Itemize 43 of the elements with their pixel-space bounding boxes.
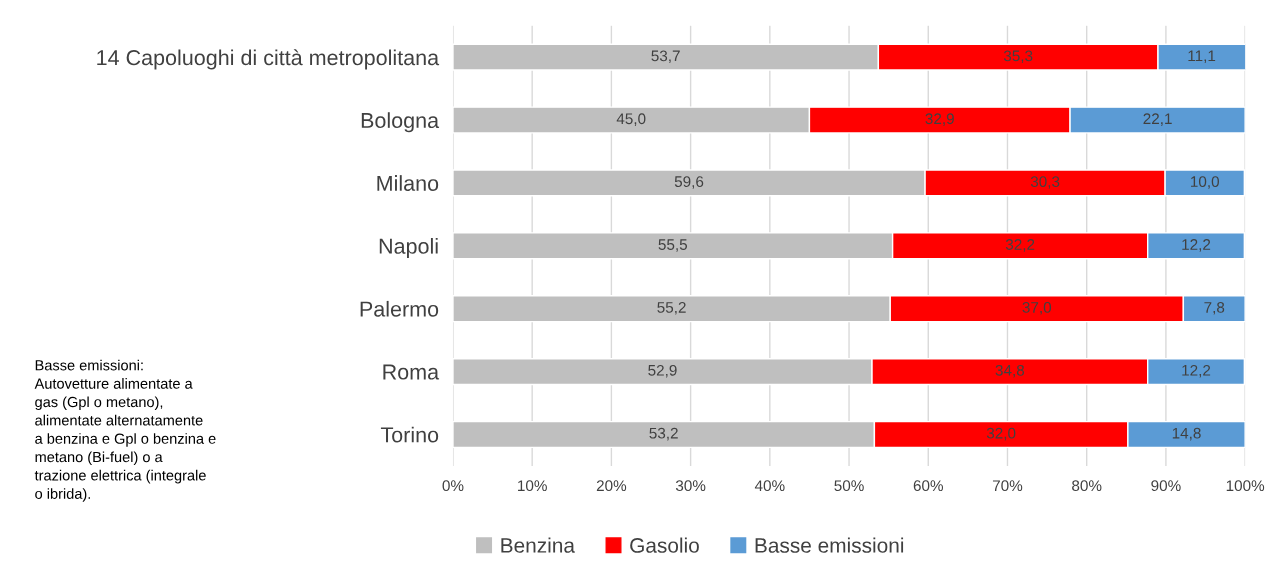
data-label: 22,1 (1143, 113, 1172, 126)
legend-label: Benzina (501, 537, 575, 553)
data-label: 30,3 (1030, 176, 1060, 189)
legend-label: Gasolio (630, 537, 699, 553)
y-tick-label: Milano (377, 175, 439, 191)
data-label: 12,2 (1182, 364, 1211, 378)
data-label: 37,0 (1022, 301, 1052, 315)
data-label: 32,2 (1005, 239, 1035, 252)
x-tick-label: 100% (1226, 480, 1265, 492)
y-tick-label: Bologna (361, 112, 440, 133)
data-label: 59,6 (674, 176, 704, 189)
x-tick-label: 80% (1072, 480, 1102, 492)
data-label: 32,0 (986, 427, 1016, 441)
x-tick-label: 0% (442, 480, 464, 492)
x-tick-label: 70% (992, 480, 1023, 492)
x-tick-label: 10% (518, 480, 547, 492)
y-tick-label: 14 Capoluoghi di città metropolitana (97, 49, 440, 70)
data-label: 52,9 (648, 364, 677, 378)
data-label: 10,0 (1191, 176, 1219, 189)
data-label: 45,0 (616, 113, 646, 126)
y-tick-label: Palermo (360, 300, 439, 317)
data-label: 53,7 (651, 50, 680, 64)
x-tick-label: 90% (1151, 480, 1181, 492)
y-tick-label: Roma (383, 364, 440, 380)
data-label: 34,8 (995, 364, 1025, 378)
x-tick-label: 20% (596, 480, 627, 492)
data-label: 55,2 (657, 301, 686, 315)
data-label: 14,8 (1172, 427, 1201, 441)
data-label: 53,2 (649, 427, 678, 441)
legend-label: Basse emissioni (755, 537, 904, 553)
x-tick-label: 50% (834, 480, 864, 492)
y-tick-label: Napoli (379, 238, 438, 259)
data-label: 35,3 (1003, 50, 1033, 64)
data-label: 55,5 (658, 239, 688, 252)
x-tick-label: 40% (754, 480, 785, 492)
data-label: 11,1 (1188, 50, 1216, 64)
data-label: 32,9 (925, 113, 954, 126)
data-label: 7,8 (1204, 301, 1225, 315)
y-tick-label: Torino (380, 426, 439, 443)
x-tick-label: 30% (675, 480, 706, 492)
data-label: 12,2 (1182, 239, 1211, 252)
text: Basse emissioni: Autovetture alimentate a gas (Gpl o metano), alimentate alternatamente a benzina e Gpl o benzina e metano (Bi-fuel) o a trazione elettrica (integrale o ibrida). (34, 359, 216, 502)
x-tick-label: 60% (913, 480, 944, 492)
